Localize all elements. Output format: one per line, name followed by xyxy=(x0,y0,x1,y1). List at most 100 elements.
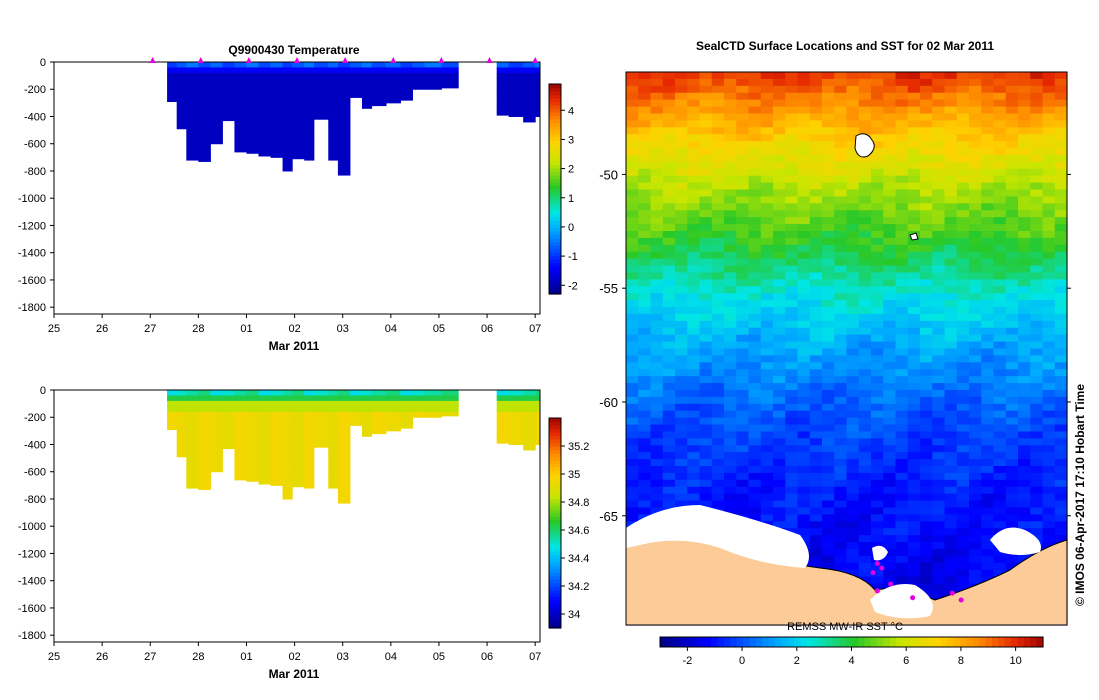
sst-cell xyxy=(944,452,958,460)
sst-cell xyxy=(834,244,848,253)
sst-cell xyxy=(871,251,884,260)
sst-cell xyxy=(797,521,811,529)
sst-cell xyxy=(822,479,835,488)
colorbar-segment xyxy=(819,637,827,647)
sst-cell xyxy=(993,127,1007,135)
sst-cell xyxy=(981,362,995,370)
sst-cell xyxy=(858,175,872,184)
sst-cell xyxy=(883,479,897,488)
sst-cell xyxy=(920,230,933,239)
section-cell xyxy=(304,449,315,456)
sst-cell xyxy=(956,182,970,191)
sst-cell xyxy=(907,175,921,184)
section-cell xyxy=(337,422,351,429)
section-cell xyxy=(361,78,373,85)
kerguelen-island xyxy=(854,133,875,158)
sst-cell xyxy=(1030,528,1044,536)
sst-cell xyxy=(1030,230,1044,239)
sst-cell xyxy=(809,348,823,357)
sst-cell xyxy=(626,293,639,301)
sst-cell xyxy=(981,548,995,557)
sst-cell xyxy=(760,486,774,495)
sst-cell xyxy=(993,217,1007,225)
section-cell xyxy=(349,417,363,424)
sst-cell xyxy=(760,514,774,522)
heard-island xyxy=(909,232,919,241)
sst-cell xyxy=(932,92,946,101)
sst-cell xyxy=(773,175,786,184)
sst-cell xyxy=(638,78,652,87)
colorbar-segment xyxy=(864,637,872,647)
section-cell xyxy=(304,78,315,85)
section-cell xyxy=(523,100,536,107)
section-cell xyxy=(371,94,387,101)
section-cell xyxy=(282,132,293,139)
sst-cell xyxy=(626,286,639,294)
sst-cell xyxy=(638,389,652,398)
sst-cell xyxy=(687,154,701,163)
sst-cell xyxy=(687,99,701,108)
section-cell xyxy=(337,444,351,451)
sst-cell xyxy=(907,286,921,294)
sst-cell xyxy=(932,78,946,87)
section-cell xyxy=(292,149,305,156)
sst-cell xyxy=(883,535,897,543)
sst-cell xyxy=(858,127,872,135)
sst-cell xyxy=(638,362,652,370)
sst-cell xyxy=(760,265,774,274)
sst-cell xyxy=(846,341,860,350)
section-cell xyxy=(234,94,247,101)
sst-cell xyxy=(883,493,897,502)
section-cell xyxy=(270,422,284,429)
colorbar-segment xyxy=(549,526,561,531)
sst-cell xyxy=(822,320,835,329)
sst-cell xyxy=(822,134,835,142)
section-cell xyxy=(258,439,272,445)
sst-cell xyxy=(650,217,664,225)
sst-cell xyxy=(773,521,786,529)
sst-cell xyxy=(687,313,701,322)
sst-cell xyxy=(662,148,676,156)
section-cell xyxy=(337,455,351,462)
colorbar-segment xyxy=(549,231,561,236)
section-cell xyxy=(337,477,351,484)
sst-cell xyxy=(822,244,835,253)
sst-cell xyxy=(883,258,897,267)
section-cell xyxy=(292,132,305,139)
section-cell xyxy=(361,433,373,437)
sst-cell xyxy=(1018,279,1031,287)
sst-cell xyxy=(675,92,688,101)
sst-cell xyxy=(711,417,725,426)
sst-cell xyxy=(895,341,909,350)
sst-cell xyxy=(871,369,884,377)
colorbar-segment xyxy=(883,637,891,647)
sst-cell xyxy=(711,403,725,412)
sst-cell xyxy=(736,410,750,419)
sst-cell xyxy=(797,92,811,101)
sst-cell xyxy=(711,286,725,294)
section-cell xyxy=(337,482,351,489)
sst-cell xyxy=(687,72,701,80)
sst-cell xyxy=(920,562,933,571)
sst-cell xyxy=(981,293,995,301)
section-cell xyxy=(337,471,351,478)
sst-cell xyxy=(944,417,958,426)
section-cell xyxy=(292,67,305,74)
sst-cell xyxy=(797,286,811,294)
sst-cell xyxy=(736,341,750,350)
lat-tick-label: -55 xyxy=(599,281,618,296)
sst-cell xyxy=(932,507,946,515)
sst-cell xyxy=(956,168,970,177)
section-cell xyxy=(258,138,272,145)
sst-cell xyxy=(846,272,860,280)
section-cell xyxy=(304,154,315,161)
section-cell xyxy=(282,482,293,489)
sst-cell xyxy=(773,148,786,156)
section-cell xyxy=(523,111,536,117)
sst-cell xyxy=(981,168,995,177)
section-cell xyxy=(523,105,536,112)
sst-cell xyxy=(650,307,664,315)
sst-cell xyxy=(638,127,652,135)
sst-cell xyxy=(858,424,872,433)
sst-cell xyxy=(969,196,982,204)
